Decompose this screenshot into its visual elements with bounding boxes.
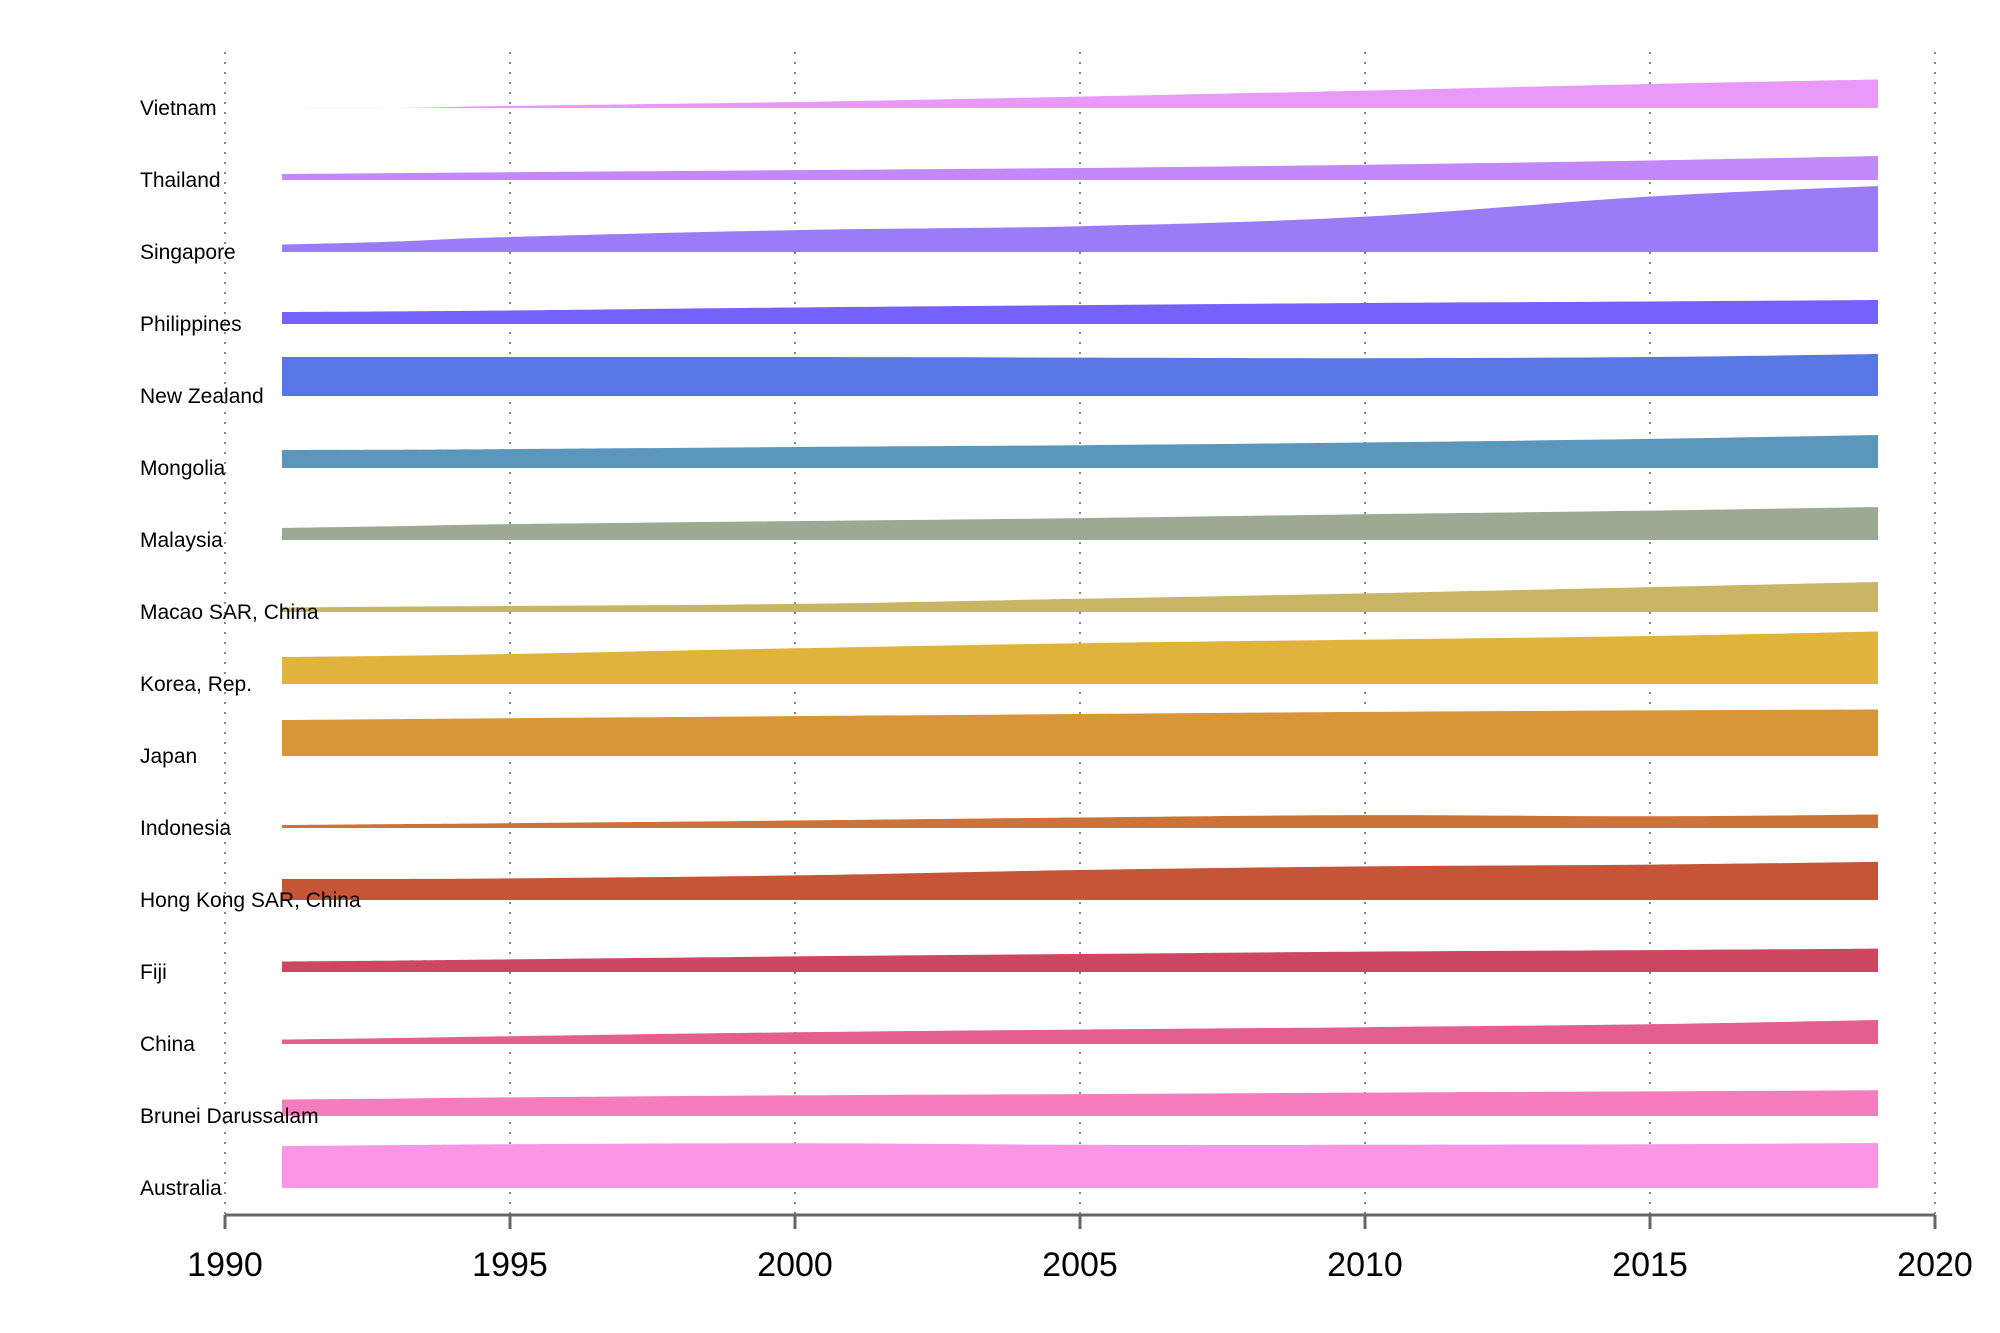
series-area-hong-kong-sar-china [282,861,1878,900]
series-area-philippines [282,300,1878,324]
series-label: Vietnam [140,97,217,120]
series-area-korea-rep [282,631,1878,684]
series-area-australia [282,1143,1878,1188]
series-label: Indonesia [140,817,231,840]
x-tick-label-1990: 1990 [187,1246,263,1284]
series-label: Japan [140,745,197,768]
series-label: Fiji [140,961,167,984]
series-area-vietnam [282,79,1878,109]
series-area-brunei-darussalam [282,1090,1878,1116]
series-label: Malaysia [140,529,223,552]
series-label: Hong Kong SAR, China [140,889,361,912]
x-tick-label-2010: 2010 [1327,1246,1403,1284]
series-area-china [282,1020,1878,1044]
x-tick-label-2020: 2020 [1897,1246,1973,1284]
x-tick-label-2015: 2015 [1612,1246,1688,1284]
series-area-fiji [282,948,1878,972]
series-area-mongolia [282,435,1878,468]
grid-lines [224,52,1936,1215]
series-area-thailand [282,156,1878,180]
series-label: New Zealand [140,385,264,408]
series-area-japan [282,709,1878,756]
x-tick-label-1995: 1995 [472,1246,548,1284]
x-tick-label-2005: 2005 [1042,1246,1118,1284]
series-label: Brunei Darussalam [140,1105,319,1128]
series-label: Macao SAR, China [140,601,319,624]
series-label: China [140,1033,195,1056]
series-label: Singapore [140,241,236,264]
series-label: Korea, Rep. [140,673,252,696]
x-tick-label-2000: 2000 [757,1246,833,1284]
series-label: Thailand [140,169,221,192]
series-area-new-zealand [282,354,1878,396]
series-label: Philippines [140,313,242,336]
series-area-malaysia [282,507,1878,540]
series-areas [282,79,1878,1188]
x-axis: 1990 1995 2000 2005 2010 2015 2020 [187,1213,1973,1284]
series-label: Australia [140,1177,222,1200]
series-area-macao-sar-china [282,582,1878,612]
series-area-indonesia [282,814,1878,828]
series-labels: Vietnam Thailand Singapore Philippines New Z… [140,97,361,1200]
series-label: Mongolia [140,457,226,480]
series-area-singapore [282,186,1878,252]
